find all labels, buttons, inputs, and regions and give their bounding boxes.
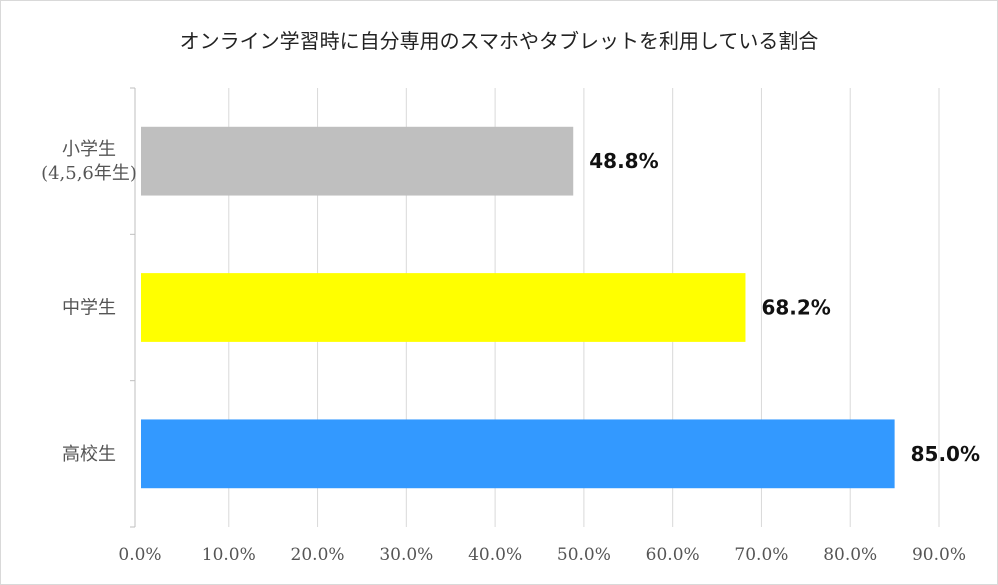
labels: 0.0% 10.0% 20.0% 30.0% 40.0% 50.0% 60.0% 70.0% 8… — [41, 139, 980, 565]
x-tick-label: 20.0% — [291, 545, 345, 565]
x-tick-label: 90.0% — [912, 545, 966, 565]
data-label: 85.0% — [911, 442, 980, 466]
x-tick-label: 50.0% — [557, 545, 611, 565]
bars — [141, 126, 895, 489]
x-tick-label: 0.0% — [118, 545, 161, 565]
category-label: 中学生 — [62, 298, 116, 319]
category-label: 小学生 — [62, 139, 116, 160]
axes — [130, 87, 136, 528]
data-label: 68.2% — [761, 296, 830, 320]
bar — [141, 419, 895, 489]
chart-title: オンライン学習時に自分専用のスマホやタブレットを利用している割合 — [180, 29, 819, 53]
data-label: 48.8% — [589, 149, 658, 173]
bar — [141, 126, 574, 196]
x-tick-label: 80.0% — [823, 545, 877, 565]
x-tick-label: 60.0% — [646, 545, 700, 565]
x-tick-label: 70.0% — [734, 545, 788, 565]
x-tick-label: 30.0% — [379, 545, 433, 565]
bar — [141, 273, 746, 342]
category-label: 高校生 — [62, 444, 116, 465]
category-label: (4,5,6年生) — [41, 163, 137, 184]
x-tick-label: 40.0% — [468, 545, 522, 565]
x-tick-label: 10.0% — [202, 545, 256, 565]
